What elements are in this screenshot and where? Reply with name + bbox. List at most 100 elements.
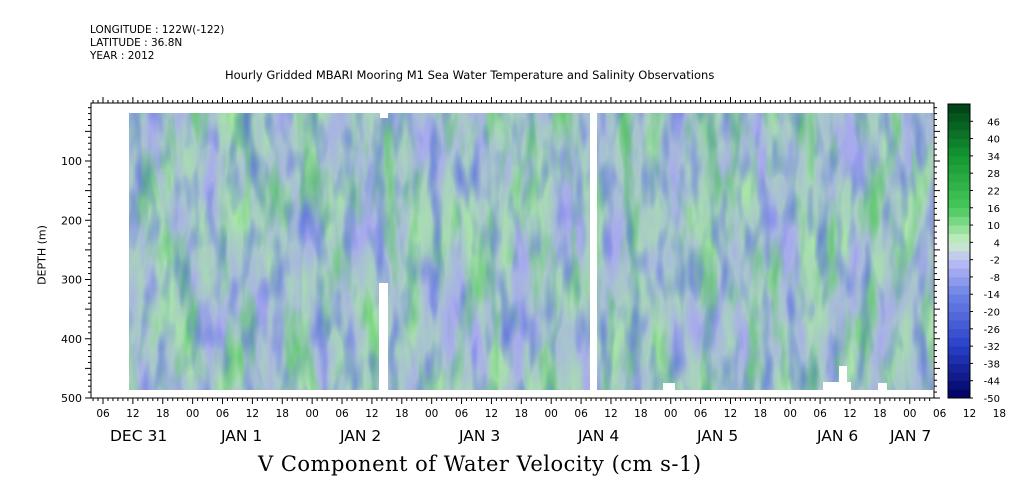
data-gap: [878, 383, 887, 390]
colorbar-swatch: [948, 207, 970, 217]
x-tick-label: 18: [276, 408, 289, 420]
x-tick-label: 12: [126, 408, 139, 420]
colorbar: 46 40 34 28 22 16 10 4 -2 -8 -14 -20 -26 -32 -38 -44 -50: [947, 103, 1000, 405]
colorbar-swatch: [948, 104, 970, 114]
data-gap: [380, 113, 388, 118]
colorbar-swatch: [948, 268, 970, 278]
colorbar-swatch: [948, 216, 970, 226]
x-tick-label: 00: [305, 408, 318, 420]
colorbar-label: -8: [990, 273, 1000, 284]
colorbar-swatch: [948, 285, 970, 295]
x-day-label: JAN 7: [889, 427, 931, 445]
latitude-label: LATITUDE : 36.8N: [90, 37, 183, 49]
colorbar-label: 34: [987, 152, 1000, 163]
colorbar-swatch: [948, 138, 970, 148]
colorbar-swatch: [948, 233, 970, 243]
colorbar-swatch: [948, 112, 970, 122]
colorbar-label: 10: [987, 221, 1000, 232]
colorbar-swatch: [948, 173, 970, 183]
x-day-label: JAN 6: [816, 427, 858, 445]
x-tick-label: 06: [455, 408, 469, 420]
x-tick-label: 18: [634, 408, 647, 420]
x-tick-label: 12: [485, 408, 498, 420]
colorbar-label: -14: [984, 290, 1000, 301]
colorbar-swatch: [948, 354, 970, 364]
colorbar-swatch: [948, 242, 970, 252]
x-tick-label: 06: [694, 408, 708, 420]
x-day-label: JAN 3: [458, 427, 500, 445]
x-tick-label: 18: [754, 408, 767, 420]
x-day-label: JAN 5: [696, 427, 738, 445]
variable-label: V Component of Water Velocity (cm s-1): [258, 452, 702, 476]
colorbar-swatch: [948, 363, 970, 373]
colorbar-swatch: [948, 311, 970, 321]
colorbar-label: -32: [984, 342, 1000, 353]
colorbar-swatch: [948, 129, 970, 139]
x-tick-label: 18: [993, 408, 1006, 420]
colorbar-swatch: [948, 346, 970, 356]
colorbar-label: -44: [984, 377, 1000, 388]
colorbar-swatch: [948, 251, 970, 261]
colorbar-label: -20: [984, 308, 1000, 319]
colorbar-swatch: [948, 121, 970, 131]
x-tick-label: 12: [365, 408, 378, 420]
data-gap: [590, 113, 597, 390]
x-tick-label: 12: [843, 408, 856, 420]
colorbar-swatch: [948, 155, 970, 165]
x-day-label: DEC 31: [110, 427, 167, 445]
year-label: YEAR : 2012: [90, 50, 155, 62]
x-tick-label: 00: [784, 408, 797, 420]
colorbar-swatch: [948, 225, 970, 235]
colorbar-swatch: [948, 337, 970, 347]
x-day-label: JAN 4: [577, 427, 619, 445]
y-tick-label: 400: [61, 333, 82, 346]
colorbar-label: 28: [987, 169, 1000, 180]
x-tick-label: 00: [664, 408, 677, 420]
plot-frame: [90, 102, 935, 399]
y-axis: 100 200 300 400 500: [61, 107, 940, 405]
x-tick-label: 00: [425, 408, 438, 420]
colorbar-swatch: [948, 276, 970, 286]
colorbar-label: -50: [984, 394, 1000, 405]
x-tick-label: 18: [873, 408, 886, 420]
x-tick-label: 06: [933, 408, 947, 420]
x-tick-label: 12: [246, 408, 259, 420]
x-tick-label: 18: [156, 408, 169, 420]
chart-title: Hourly Gridded MBARI Mooring M1 Sea Wate…: [225, 68, 715, 82]
colorbar-swatch: [948, 302, 970, 312]
x-tick-label: 12: [724, 408, 737, 420]
data-gap: [823, 382, 851, 390]
colorbar-swatch: [948, 380, 970, 390]
colorbar-swatch: [948, 147, 970, 157]
y-tick-label: 500: [61, 392, 82, 405]
x-tick-label: 06: [574, 408, 588, 420]
longitude-label: LONGITUDE : 122W(-122): [90, 24, 225, 36]
colorbar-label: 40: [987, 135, 1000, 146]
colorbar-label: -38: [984, 359, 1000, 370]
x-day-label: JAN 1: [220, 427, 262, 445]
colorbar-swatch: [948, 259, 970, 269]
colorbar-label: 46: [987, 117, 1000, 128]
y-tick-label: 300: [61, 274, 82, 287]
colorbar-swatch: [948, 389, 970, 399]
x-tick-label: 18: [515, 408, 528, 420]
x-tick-label: 18: [395, 408, 408, 420]
colorbar-swatch: [948, 294, 970, 304]
x-tick-label: 12: [604, 408, 617, 420]
x-tick-label: 12: [963, 408, 976, 420]
x-tick-label: 06: [216, 408, 230, 420]
colorbar-label: -26: [984, 325, 1000, 336]
colorbar-frame: [947, 103, 971, 399]
data-gap: [379, 283, 388, 390]
x-tick-label: 06: [96, 408, 110, 420]
colorbar-label: -2: [990, 256, 1000, 267]
x-tick-label: 00: [545, 408, 558, 420]
colorbar-swatch: [948, 190, 970, 200]
colorbar-swatch: [948, 199, 970, 209]
colorbar-swatch: [948, 372, 970, 382]
colorbar-label: 4: [994, 238, 1000, 249]
data-gap: [839, 366, 847, 382]
x-tick-label: 00: [186, 408, 199, 420]
